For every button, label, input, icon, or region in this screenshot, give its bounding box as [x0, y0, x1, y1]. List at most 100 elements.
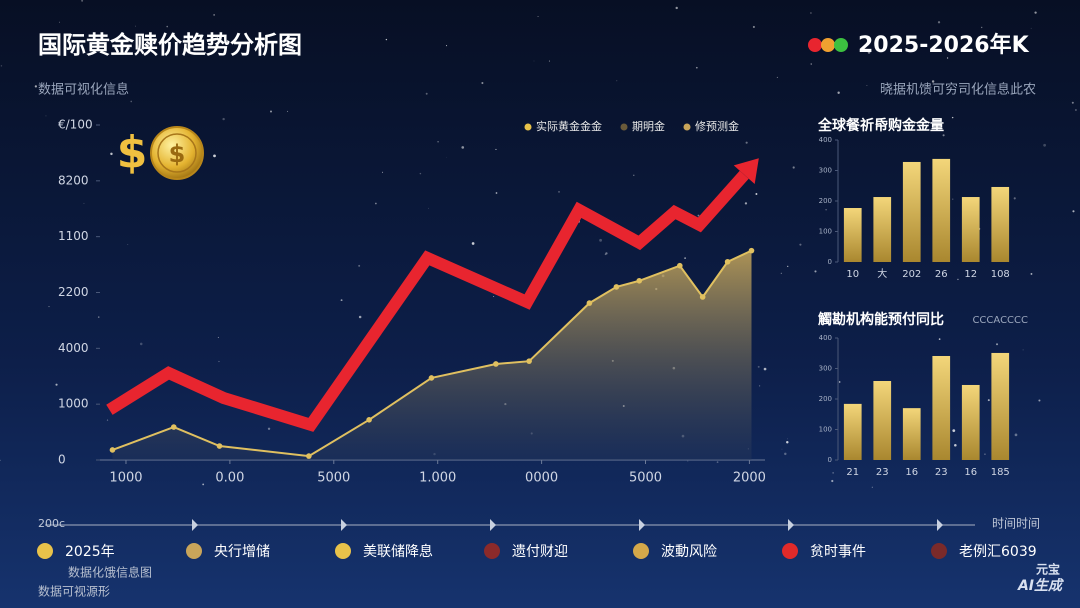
bar — [843, 403, 862, 460]
star — [34, 85, 37, 88]
star — [218, 360, 220, 363]
star — [340, 299, 343, 302]
legend-dot — [782, 543, 798, 559]
star — [697, 214, 700, 217]
star — [97, 316, 100, 318]
footer-note: 数据化饿信息图 — [68, 565, 152, 580]
star — [745, 141, 748, 144]
y-tick-label: 400 — [819, 136, 832, 144]
y-tick-label: 400 — [819, 334, 832, 342]
y-tick-label: 300 — [819, 167, 832, 175]
star — [537, 15, 539, 17]
star — [1013, 197, 1016, 200]
legend-label: 期明金 — [632, 119, 665, 133]
legend-label: 贫时事件 — [810, 544, 866, 560]
star — [270, 110, 272, 113]
star — [980, 26, 983, 29]
star — [139, 342, 143, 346]
star — [755, 193, 758, 195]
star — [213, 154, 216, 158]
x-tick-label: 23 — [876, 467, 889, 478]
star — [866, 85, 868, 86]
timeline-end: 时间时间 — [992, 517, 1040, 531]
point — [699, 294, 706, 300]
bar — [932, 158, 951, 262]
star — [0, 65, 3, 67]
badge-dot — [834, 38, 848, 52]
bar — [991, 352, 1010, 460]
timeline-start: 200c — [38, 517, 65, 530]
star — [716, 461, 719, 464]
badge-dot — [821, 38, 835, 52]
trend-line — [106, 170, 749, 432]
star — [951, 116, 954, 119]
star — [267, 427, 271, 430]
star — [616, 80, 618, 82]
star — [135, 25, 136, 27]
star — [786, 441, 789, 444]
point — [676, 262, 683, 269]
point — [428, 375, 435, 381]
star — [130, 100, 133, 103]
bar — [991, 186, 1010, 262]
legend-marker — [683, 123, 691, 131]
y-tick-label: 0 — [828, 258, 832, 266]
star — [781, 448, 783, 450]
star — [867, 51, 871, 54]
star — [213, 14, 215, 16]
legend-marker — [620, 123, 628, 131]
legend-marker — [524, 123, 532, 131]
x-tick-label: 10 — [846, 269, 859, 280]
star — [957, 278, 959, 281]
star — [684, 257, 686, 259]
star — [533, 60, 535, 62]
star — [481, 82, 484, 85]
legend-label: 央行增储 — [214, 544, 270, 560]
star — [287, 110, 289, 112]
star — [493, 296, 495, 297]
star — [784, 452, 787, 456]
star — [382, 171, 384, 173]
legend-label: 2025年 — [65, 544, 115, 560]
coin-sign: $ — [169, 140, 186, 168]
star — [871, 486, 873, 488]
star — [86, 53, 88, 55]
subtitle-right: 晓据机馈可穷司化信息此农 — [880, 82, 1036, 98]
coin-rim — [157, 133, 197, 173]
bar — [843, 208, 862, 262]
star — [83, 202, 85, 204]
x-tick-label: 108 — [991, 269, 1010, 280]
x-tick-label: 23 — [935, 467, 948, 478]
star — [375, 202, 377, 205]
star — [825, 209, 827, 211]
star — [837, 91, 840, 94]
star — [744, 202, 748, 205]
star — [81, 0, 84, 2]
x-tick-label: 16 — [905, 467, 918, 478]
y-tick-label: 8200 — [58, 173, 89, 187]
y-tick-label: 100 — [819, 228, 832, 236]
legend-label: 实际黄金金金 — [536, 119, 602, 133]
bar — [932, 355, 951, 460]
star — [776, 76, 778, 78]
legend-dot — [37, 543, 53, 559]
star — [810, 63, 812, 65]
timeline-marker — [341, 519, 347, 531]
star — [633, 174, 635, 176]
bar — [902, 408, 921, 460]
star — [1022, 349, 1024, 351]
star — [58, 21, 60, 23]
timeline-marker — [639, 519, 645, 531]
star — [931, 80, 935, 83]
x-tick-label: 202 — [902, 269, 921, 280]
star — [946, 57, 949, 59]
x-tick-label: 1000 — [109, 471, 142, 486]
star — [752, 25, 755, 28]
star — [0, 459, 1, 462]
y-tick-label: 0 — [58, 453, 66, 467]
star — [419, 172, 422, 175]
y-tick-label: 100 — [819, 426, 832, 434]
badge: 2025-2026年K — [858, 32, 1030, 58]
star — [938, 338, 941, 340]
